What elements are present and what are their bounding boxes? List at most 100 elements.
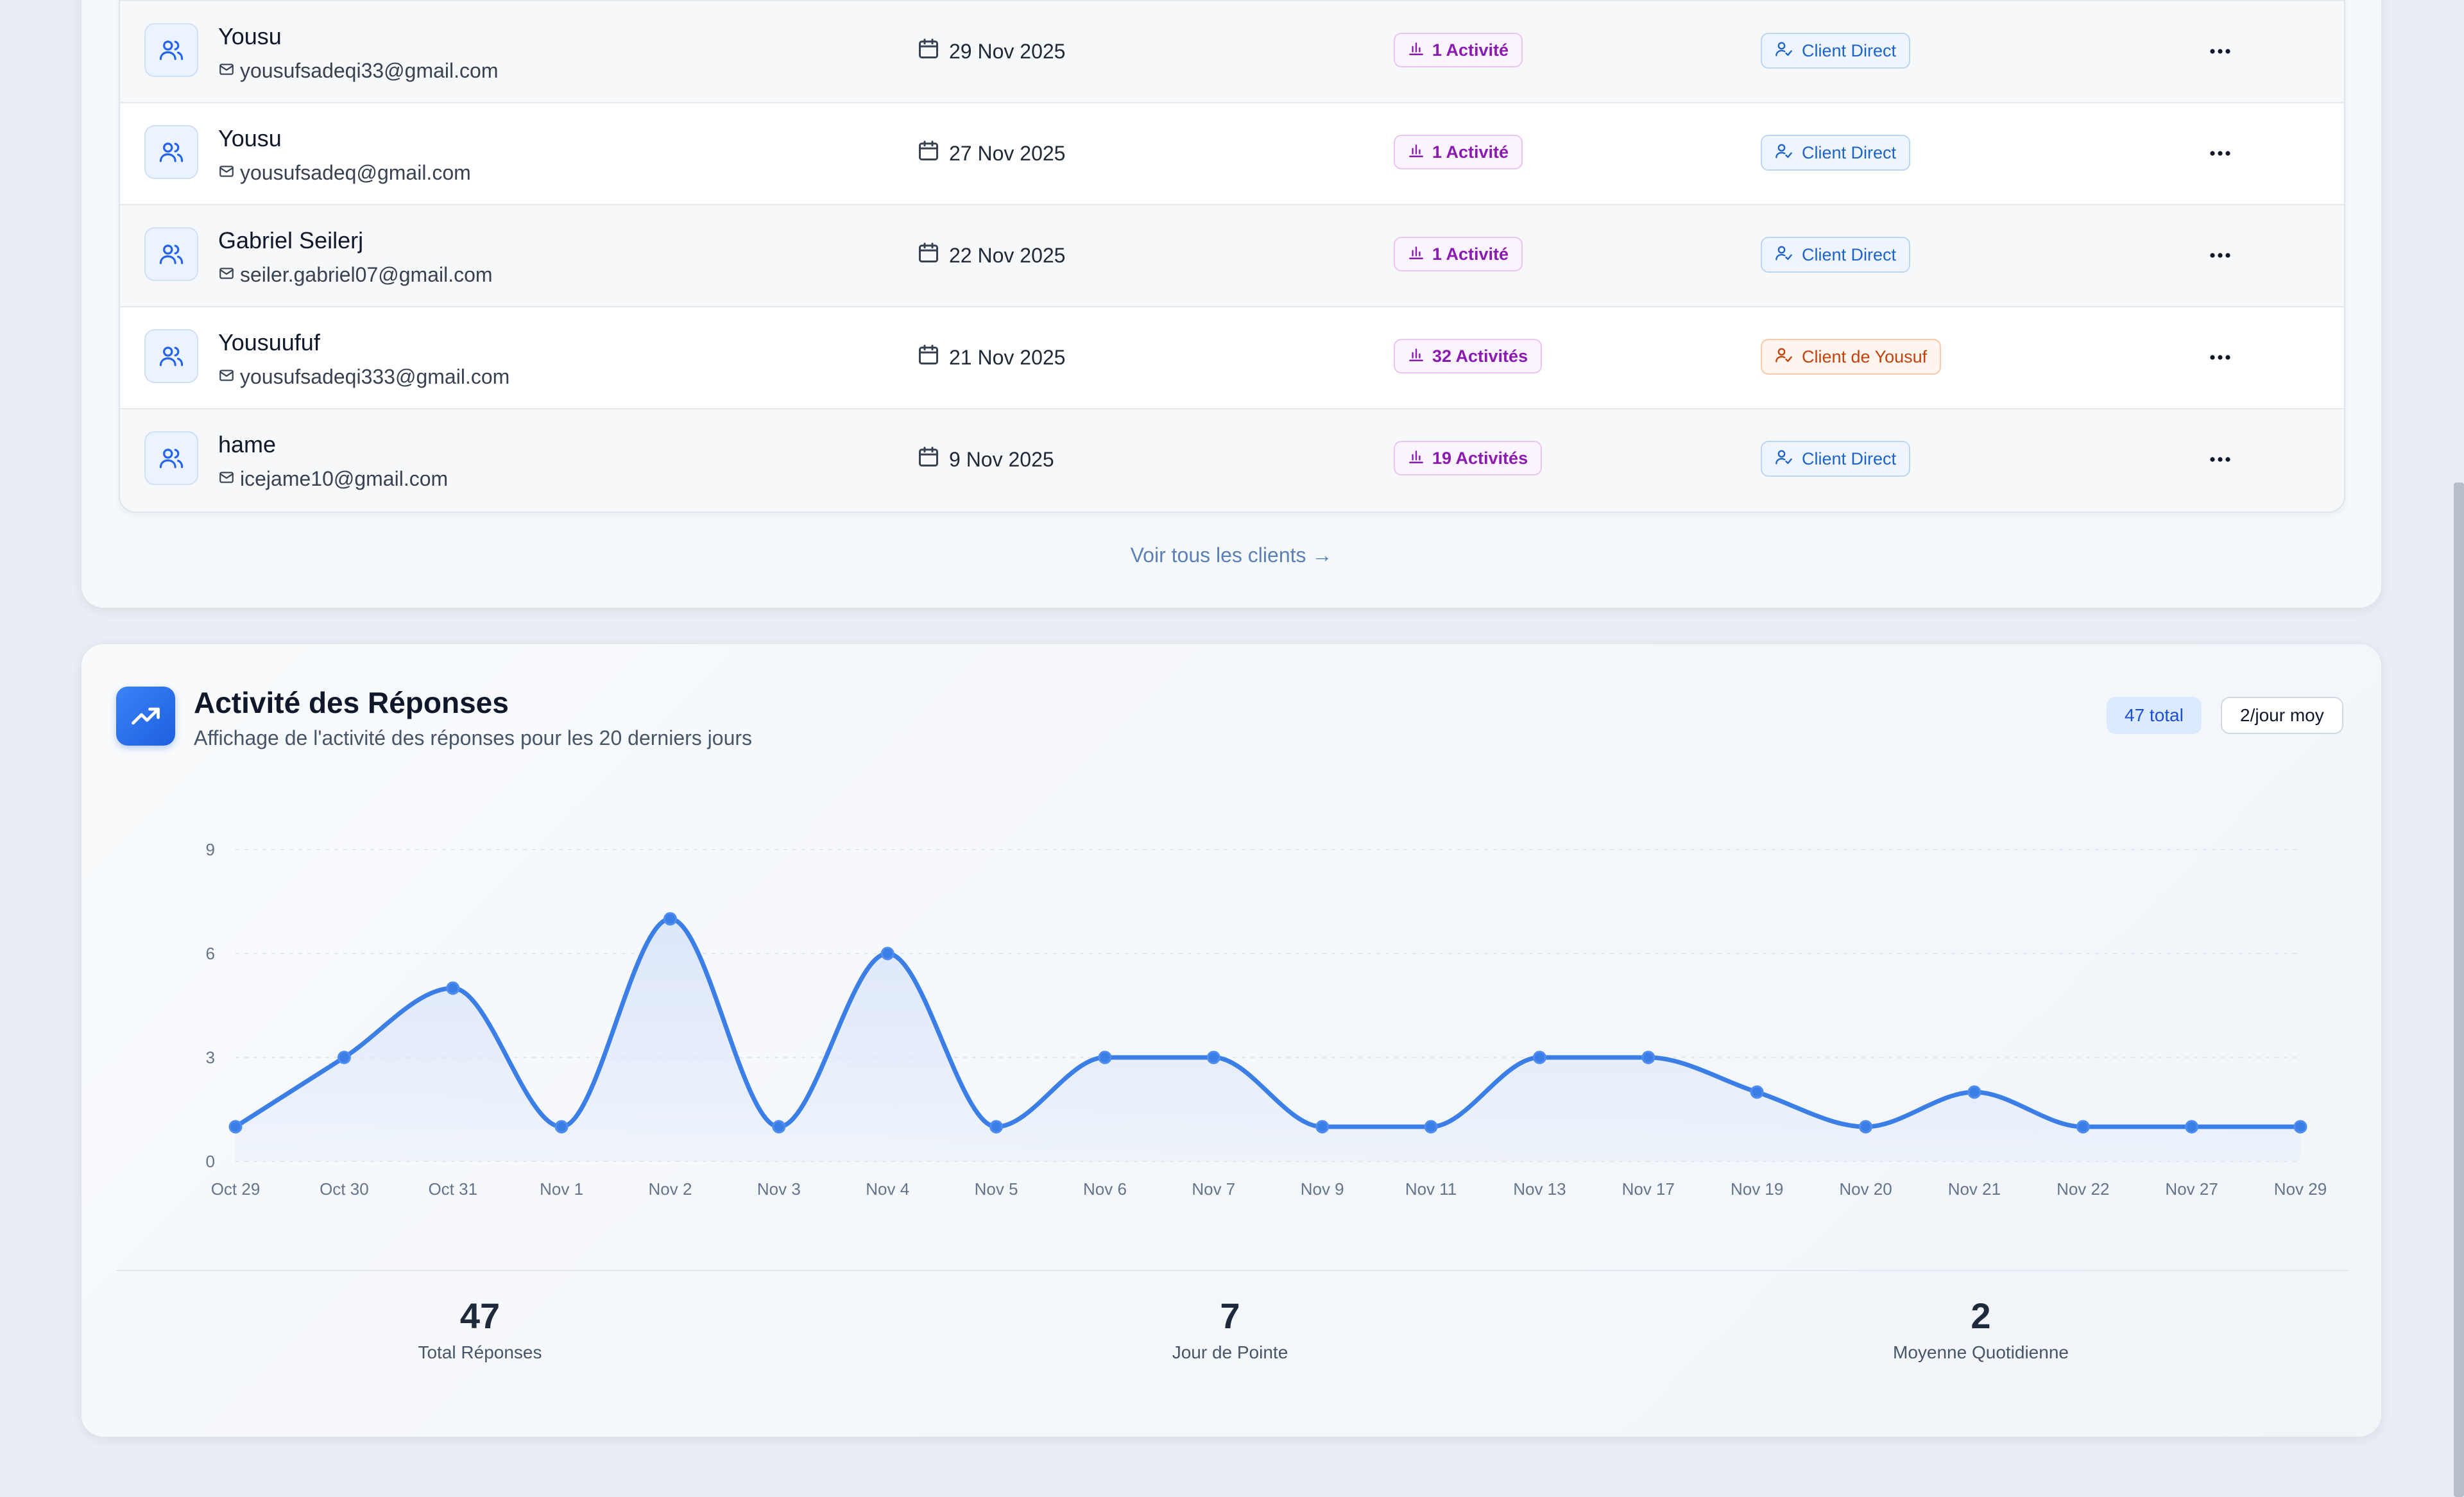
client-date: 27 Nov 2025 xyxy=(917,139,1065,167)
users-icon xyxy=(144,227,198,281)
page-scrollbar[interactable] xyxy=(2454,483,2464,1497)
client-type-badge: Client Direct xyxy=(1761,441,1911,477)
table-row[interactable]: Yousuufuf yousufsadeqi333@gmail.com 21 Nov… xyxy=(120,306,2344,409)
calendar-icon xyxy=(917,445,940,474)
stat-peak: 7 Jour de Pointe xyxy=(1038,1296,1423,1363)
client-email-text: icejame10@gmail.com xyxy=(240,467,449,490)
activity-badge: 1 Activité xyxy=(1394,135,1523,169)
bar-chart-icon xyxy=(1408,346,1425,367)
data-point xyxy=(989,1120,1004,1134)
activity-badge-text: 1 Activité xyxy=(1432,40,1509,60)
x-tick-label: Nov 17 xyxy=(1622,1179,1675,1199)
x-tick-label: Nov 13 xyxy=(1513,1179,1566,1199)
x-tick-label: Nov 6 xyxy=(1083,1179,1127,1199)
activity-badge: 32 Activités xyxy=(1394,339,1543,373)
client-date: 21 Nov 2025 xyxy=(917,343,1065,372)
client-date: 9 Nov 2025 xyxy=(917,445,1054,474)
activity-badge-text: 32 Activités xyxy=(1432,346,1528,366)
table-row[interactable]: Yousu yousufsadeq@gmail.com 27 Nov 2025 1 A… xyxy=(120,102,2344,205)
data-point xyxy=(337,1050,351,1065)
users-icon xyxy=(144,431,198,485)
users-icon xyxy=(144,23,198,77)
client-date: 22 Nov 2025 xyxy=(917,241,1065,269)
client-email: yousufsadeqi33@gmail.com xyxy=(218,59,498,83)
y-tick-label: 0 xyxy=(206,1152,215,1171)
activity-badge-text: 1 Activité xyxy=(1432,244,1509,264)
calendar-icon xyxy=(917,37,940,65)
table-row[interactable]: hame icejame10@gmail.com 9 Nov 2025 19 Acti… xyxy=(120,408,2344,511)
x-tick-label: Nov 21 xyxy=(1948,1179,2001,1199)
stat-average: 2 Moyenne Quotidienne xyxy=(1788,1296,2173,1363)
stat-average-label: Moyenne Quotidienne xyxy=(1893,1342,2069,1362)
more-options-icon[interactable] xyxy=(2202,339,2238,375)
activity-chart: 0 3 6 9 Oct 29 Oct 30 Oct 31 Nov 1 Nov 2 Nov 3 Nov… xyxy=(206,840,2327,1199)
x-tick-label: Nov 4 xyxy=(866,1179,909,1199)
data-point xyxy=(880,946,894,961)
client-type-text: Client Direct xyxy=(1802,40,1897,60)
data-point xyxy=(2076,1120,2090,1134)
activity-subtitle: Affichage de l'activité des réponses pou… xyxy=(194,726,753,749)
client-email-text: yousufsadeqi33@gmail.com xyxy=(240,59,499,82)
bar-chart-icon xyxy=(1408,40,1425,61)
data-point xyxy=(2293,1120,2307,1134)
data-point xyxy=(1750,1085,1764,1099)
total-pill: 47 total xyxy=(2107,697,2202,734)
data-point xyxy=(1641,1050,1656,1065)
data-point xyxy=(772,1120,786,1134)
users-icon xyxy=(144,125,198,179)
x-tick-label: Nov 5 xyxy=(975,1179,1018,1199)
y-tick-label: 9 xyxy=(206,840,215,859)
client-email-text: seiler.gabriel07@gmail.com xyxy=(240,263,493,286)
client-date-text: 27 Nov 2025 xyxy=(949,141,1066,165)
user-check-icon xyxy=(1775,142,1793,164)
users-icon xyxy=(144,329,198,383)
client-type-text: Client de Yousuf xyxy=(1802,346,1928,366)
average-pill: 2/jour moy xyxy=(2221,697,2343,734)
x-tick-label: Oct 31 xyxy=(428,1179,477,1199)
data-point xyxy=(2185,1120,2199,1134)
x-tick-label: Nov 29 xyxy=(2274,1179,2327,1199)
data-point xyxy=(1424,1120,1438,1134)
user-check-icon xyxy=(1775,244,1793,266)
client-email-text: yousufsadeq@gmail.com xyxy=(240,161,471,184)
client-name: hame xyxy=(218,431,277,458)
table-row[interactable]: Yousu yousufsadeqi33@gmail.com 29 Nov 2025… xyxy=(120,0,2344,103)
mail-icon xyxy=(218,161,235,185)
client-type-badge: Client de Yousuf xyxy=(1761,339,1942,375)
x-tick-label: Oct 29 xyxy=(211,1179,261,1199)
data-point xyxy=(1967,1085,1981,1099)
client-email-text: yousufsadeqi333@gmail.com xyxy=(240,365,510,388)
more-options-icon[interactable] xyxy=(2202,135,2238,171)
mail-icon xyxy=(218,365,235,389)
client-email: yousufsadeqi333@gmail.com xyxy=(218,365,509,389)
activity-badge-text: 1 Activité xyxy=(1432,142,1509,162)
table-row[interactable]: Gabriel Seilerj seiler.gabriel07@gmail.co… xyxy=(120,204,2344,307)
data-point xyxy=(446,981,460,995)
data-point xyxy=(228,1120,243,1134)
data-point xyxy=(1206,1050,1220,1065)
client-name: Yousu xyxy=(218,23,282,49)
more-options-icon[interactable] xyxy=(2202,237,2238,273)
x-tick-label: Nov 2 xyxy=(649,1179,692,1199)
user-check-icon xyxy=(1775,40,1793,62)
user-check-icon xyxy=(1775,346,1793,368)
client-date: 29 Nov 2025 xyxy=(917,37,1065,65)
more-options-icon[interactable] xyxy=(2202,441,2238,477)
client-name: Yousu xyxy=(218,125,282,151)
client-name: Yousuufuf xyxy=(218,329,320,355)
y-tick-label: 3 xyxy=(206,1048,215,1067)
stat-average-value: 2 xyxy=(1971,1296,1991,1336)
data-point xyxy=(1532,1050,1546,1065)
user-check-icon xyxy=(1775,448,1793,470)
y-tick-label: 6 xyxy=(206,944,215,963)
x-tick-label: Oct 30 xyxy=(320,1179,369,1199)
client-type-badge: Client Direct xyxy=(1761,33,1911,69)
stats-divider xyxy=(116,1270,2348,1271)
more-options-icon[interactable] xyxy=(2202,33,2238,69)
data-point xyxy=(1315,1120,1330,1134)
x-tick-label: Nov 27 xyxy=(2165,1179,2218,1199)
mail-icon xyxy=(218,263,235,287)
client-date-text: 9 Nov 2025 xyxy=(949,447,1054,471)
client-date-text: 22 Nov 2025 xyxy=(949,243,1066,267)
view-all-clients-link[interactable]: Voir tous les clients → xyxy=(1130,543,1333,567)
